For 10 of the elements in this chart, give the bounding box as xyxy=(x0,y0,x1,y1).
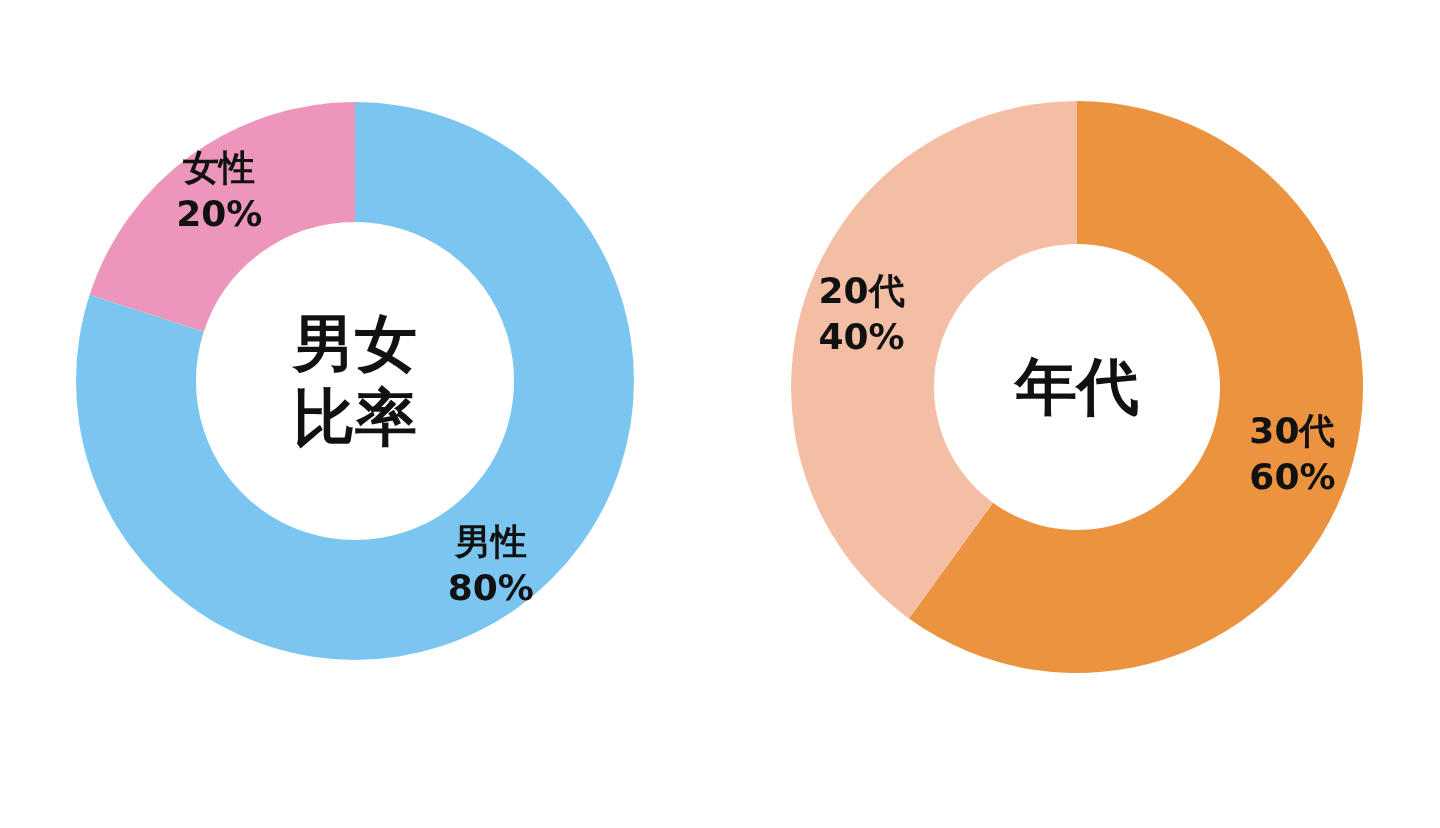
data-label: 60% xyxy=(1249,456,1336,498)
text: 男女比率 xyxy=(291,306,418,456)
slice-label: 20代 xyxy=(818,270,905,312)
slice-label: 男性 xyxy=(453,521,527,563)
data-label: 40% xyxy=(818,316,905,358)
slice-label: 女性 xyxy=(183,147,256,189)
data-label: 80% xyxy=(447,567,534,609)
text: 年代 xyxy=(1015,349,1139,425)
slice-label: 30代 xyxy=(1249,410,1336,452)
data-label: 20% xyxy=(176,193,263,235)
